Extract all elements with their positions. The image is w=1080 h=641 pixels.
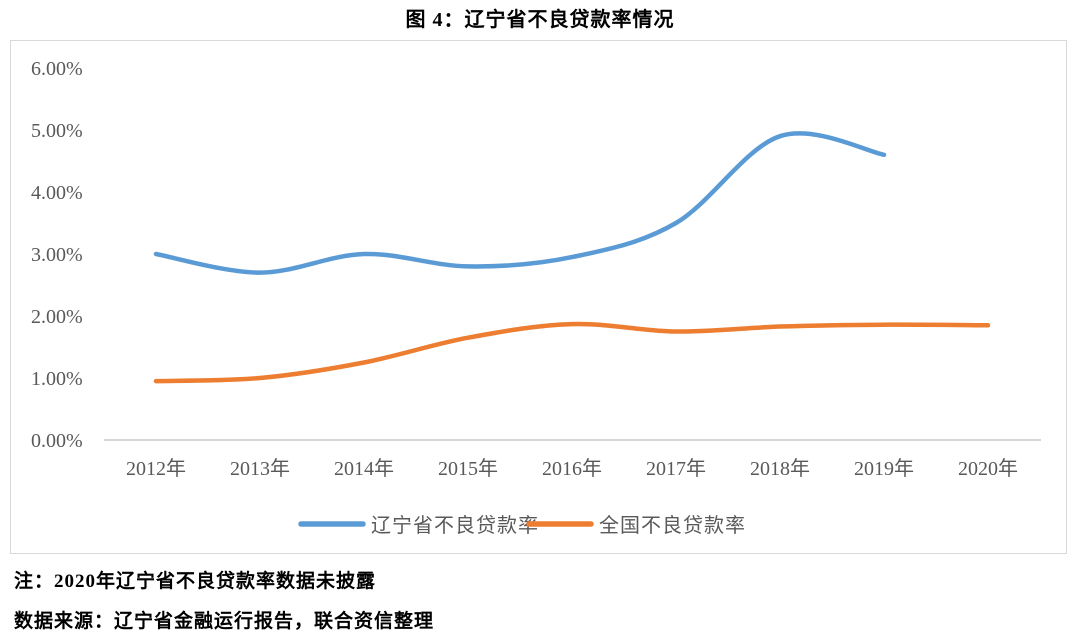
legend-label-liaoning: 辽宁省不良贷款率	[371, 514, 539, 537]
x-axis-label: 2020年	[958, 457, 1018, 480]
y-axis-label: 6.00%	[31, 58, 83, 80]
x-axis-label: 2013年	[230, 457, 290, 480]
x-axis-label: 2018年	[750, 457, 810, 480]
chart-source: 数据来源：辽宁省金融运行报告，联合资信整理	[14, 611, 435, 632]
y-axis-label: 1.00%	[31, 368, 83, 390]
line-chart: 0.00% 1.00% 2.00% 3.00% 4.00% 5.00% 6.00% 2012年…	[31, 58, 1041, 537]
y-axis-label: 2.00%	[31, 306, 83, 328]
x-axis-label: 2019年	[854, 457, 914, 480]
x-axis-label: 2015年	[438, 457, 498, 480]
series-line-liaoning	[153, 131, 887, 275]
series-line-national	[153, 321, 991, 384]
chart-title: 图 4：辽宁省不良贷款率情况	[405, 9, 675, 31]
y-axis-label: 4.00%	[31, 182, 83, 204]
chart-frame: 0.00% 1.00% 2.00% 3.00% 4.00% 5.00% 6.00% 2012年…	[10, 40, 1067, 554]
x-axis-label: 2017年	[646, 457, 706, 480]
x-axis-label: 2014年	[334, 457, 394, 480]
x-axis-label: 2012年	[126, 457, 186, 480]
chart-note: 注：2020年辽宁省不良贷款率数据未披露	[14, 571, 377, 592]
y-axis-label: 0.00%	[31, 430, 83, 452]
legend-label-national: 全国不良贷款率	[599, 514, 746, 537]
y-axis-label: 5.00%	[31, 120, 83, 142]
y-axis-label: 3.00%	[31, 244, 83, 266]
x-axis-label: 2016年	[542, 457, 602, 480]
